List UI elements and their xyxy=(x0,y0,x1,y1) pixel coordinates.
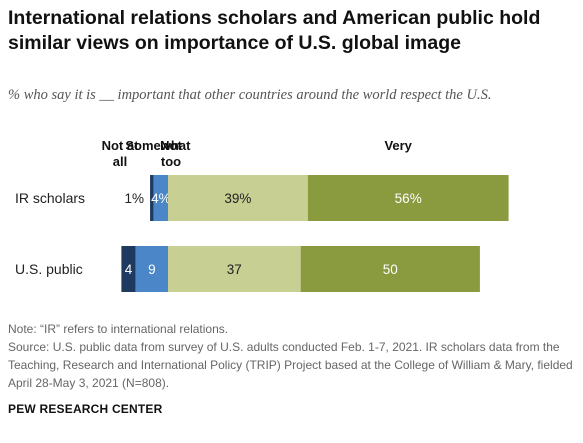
pew-research-center-logo: PEW RESEARCH CENTER xyxy=(8,402,163,416)
header-very: Very xyxy=(384,138,412,153)
note-text: Note: “IR” refers to international relat… xyxy=(8,322,229,336)
category-label: U.S. public xyxy=(15,261,83,277)
header-somewhat: Somewhat xyxy=(125,138,191,153)
source-text: Source: U.S. public data from survey of … xyxy=(8,340,573,390)
data-label: 4 xyxy=(125,262,133,277)
bar-not_at_all xyxy=(150,175,154,221)
header-not-at-all: Not at xyxy=(102,138,140,153)
chart-subtitle: % who say it is __ important that other … xyxy=(8,87,492,103)
data-label: 37 xyxy=(227,262,242,277)
data-label: 39% xyxy=(224,191,251,206)
bar-somewhat xyxy=(168,246,301,292)
data-label: 50 xyxy=(383,262,398,277)
bar-not_too xyxy=(135,246,168,292)
bar-not_too xyxy=(153,175,168,221)
notes: Note: “IR” refers to international relat… xyxy=(8,320,578,392)
data-label: 4% xyxy=(151,191,171,206)
category-label: IR scholars xyxy=(15,190,85,206)
header-not-too: Not xyxy=(160,138,182,153)
bar-very xyxy=(307,175,509,221)
data-label: 56% xyxy=(395,191,422,206)
chart-title: International relations scholars and Ame… xyxy=(8,7,541,54)
bar-very xyxy=(300,246,480,292)
data-label: 9 xyxy=(148,262,156,277)
header-not-at-all: all xyxy=(113,154,127,169)
header-not-too: too xyxy=(161,154,181,169)
bar-somewhat xyxy=(168,175,308,221)
data-label: 1% xyxy=(125,191,145,206)
bar-not_at_all xyxy=(121,246,136,292)
